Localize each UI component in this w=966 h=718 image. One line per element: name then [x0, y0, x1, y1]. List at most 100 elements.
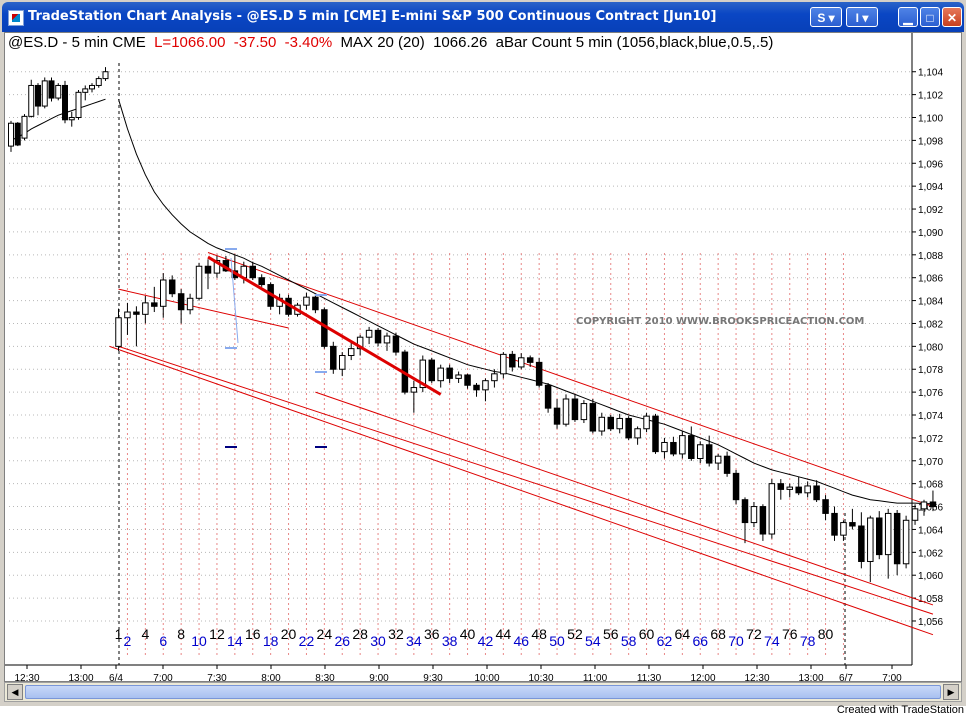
bull-candle-body [142, 302, 149, 315]
chart-area[interactable]: 1,104 1,102 1,100 1,098 1,096 1,094 1,092 1,090… [4, 32, 962, 682]
bull-candle-body [124, 311, 131, 319]
candle [392, 332, 400, 356]
y-tick-label: 1,066 [918, 503, 943, 514]
symbol-link-button[interactable]: S ▾ [810, 7, 842, 27]
bear-candle-body [509, 353, 516, 368]
candle [589, 398, 597, 434]
candle [133, 306, 140, 347]
y-tick-label: 1,068 [918, 480, 943, 491]
bear-candle-body [428, 359, 435, 382]
y-tick-label: 1,076 [918, 388, 943, 399]
insert-menu-button[interactable]: I ▾ [846, 7, 878, 27]
marker-line [230, 257, 239, 344]
candle [160, 273, 167, 318]
bar-count-label: 76 [782, 626, 798, 642]
scroll-thumb[interactable] [25, 685, 941, 699]
x-tick-label: 8:00 [261, 673, 281, 681]
candle [62, 80, 68, 124]
bull-candle-body [768, 483, 776, 535]
bear-candle-body [48, 80, 55, 99]
channel-line [315, 391, 934, 606]
candle [652, 413, 659, 454]
candle [68, 111, 75, 127]
candle [177, 289, 185, 324]
bull-candle-body [68, 117, 75, 121]
candle [625, 416, 632, 441]
y-tick-label: 1,098 [918, 136, 943, 147]
bull-candle-body [661, 441, 668, 453]
y-tick-label: 1,078 [918, 365, 943, 376]
channel-line [109, 345, 934, 636]
bull-candle-body [365, 329, 373, 338]
moving-average-line [118, 99, 933, 505]
candle [464, 373, 471, 389]
candle [473, 382, 480, 397]
candle [750, 501, 758, 528]
price-chart[interactable]: 1,104 1,102 1,100 1,098 1,096 1,094 1,092 1,090… [5, 33, 961, 681]
candle [544, 382, 552, 413]
y-tick-label: 1,086 [918, 274, 943, 285]
candle [670, 436, 677, 457]
insert-menu-label: I [855, 11, 859, 25]
maximize-icon: □ [926, 11, 934, 25]
bull-candle-body [679, 435, 686, 455]
window-title: TradeStation Chart Analysis - @ES.D 5 mi… [28, 9, 717, 24]
candle [768, 479, 776, 539]
candle [714, 453, 722, 470]
y-tick-label: 1,058 [918, 594, 943, 605]
candle [8, 120, 14, 152]
status-line: @ES.D - 5 min CME L=1066.00 -37.50 -3.40… [8, 34, 773, 51]
candle [410, 380, 418, 413]
bull-candle-body [102, 71, 109, 80]
bar-count-label: 20 [281, 626, 297, 642]
candle [616, 413, 623, 434]
bear-candle-body [705, 444, 713, 464]
footer-credit: Created with TradeStation [836, 704, 964, 716]
x-tick-label: 7:30 [207, 673, 227, 681]
scroll-left-button[interactable]: ◀ [7, 684, 23, 700]
candle [419, 355, 427, 393]
bull-candle-body [580, 403, 588, 421]
y-tick-label: 1,100 [918, 114, 943, 125]
bar-count-label: 78 [800, 633, 816, 649]
candle [786, 483, 793, 498]
bull-candle-body [500, 353, 507, 375]
bear-candle-body [858, 525, 865, 562]
y-tick-label: 1,074 [918, 411, 943, 422]
bar-count-label: 52 [567, 626, 583, 642]
bull-candle-body [884, 512, 892, 556]
candle [562, 394, 570, 427]
scroll-right-button[interactable]: ▶ [943, 684, 959, 700]
candle [168, 275, 176, 298]
bear-candle-body [813, 485, 820, 501]
copyright-text: COPYRIGHT 2010 WWW.BROOKSPRICEACTION.COM [576, 316, 864, 327]
horizontal-scrollbar[interactable]: ◀ ▶ [4, 682, 962, 702]
bull-candle-body [598, 416, 606, 432]
candle [82, 85, 89, 101]
minimize-icon: ▁ [903, 11, 913, 25]
candle [186, 293, 194, 315]
bull-candle-body [482, 380, 489, 391]
candle [813, 480, 820, 502]
percent-change: -3.40% [284, 34, 333, 51]
bull-candle-body [8, 122, 14, 147]
candle [95, 76, 102, 88]
y-tick-label: 1,062 [918, 548, 943, 559]
bull-candle-body [437, 367, 444, 382]
bar-count-label: 8 [177, 626, 185, 642]
candle [374, 328, 382, 347]
candle [312, 293, 319, 314]
ma-label: MAX 20 (20) [340, 34, 425, 51]
maximize-button[interactable]: □ [920, 7, 940, 27]
candle [571, 394, 579, 422]
close-button[interactable]: ✕ [942, 7, 962, 27]
bar-count-label: 56 [603, 626, 619, 642]
candle [643, 412, 650, 433]
candle [831, 506, 838, 541]
bear-candle-body [670, 441, 677, 455]
minimize-button[interactable]: ▁ [898, 7, 918, 27]
symbol-link-label: S [817, 11, 826, 25]
candle [732, 469, 740, 505]
y-tick-label: 1,056 [918, 617, 943, 628]
candle [535, 357, 543, 388]
